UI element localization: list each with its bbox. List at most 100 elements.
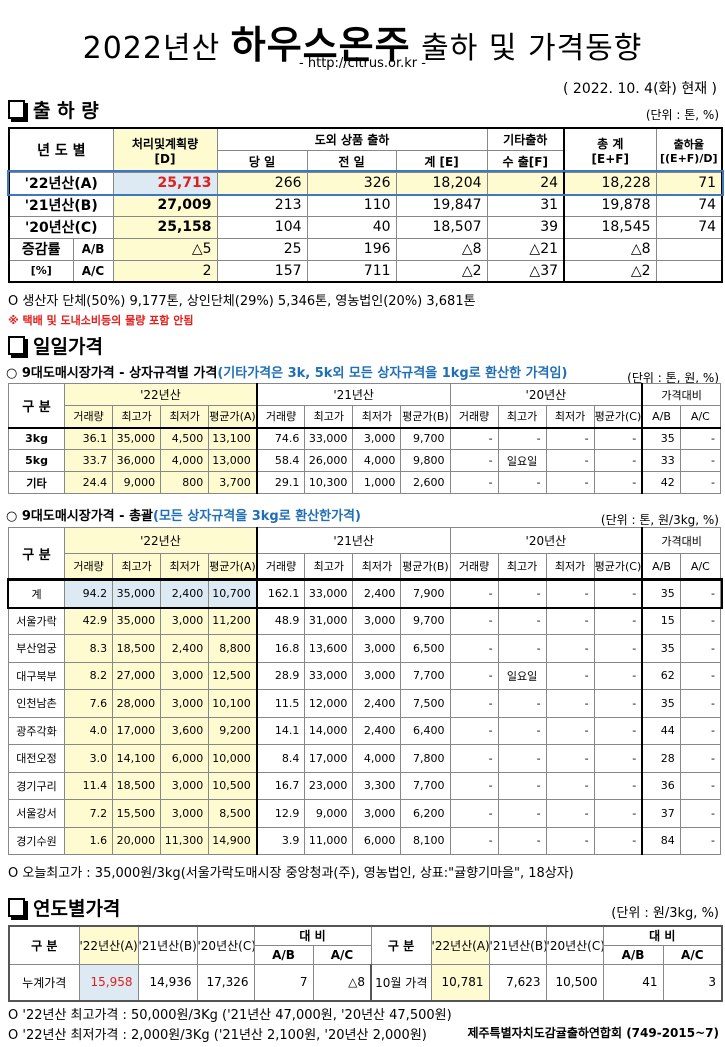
header-compare: 가격대비 bbox=[641, 527, 722, 554]
header-prev: 전 일 bbox=[306, 149, 397, 173]
table-cell: - bbox=[497, 427, 547, 450]
price-row: 인천남촌 7.6 28,000 3,000 10,100 11.5 12,000 2,400 7… bbox=[7, 689, 722, 718]
table-cell: 7.6 bbox=[64, 689, 114, 718]
table-cell: 2,600 bbox=[400, 471, 451, 494]
table-cell: - bbox=[497, 799, 547, 828]
table-cell: 15,500 bbox=[112, 799, 162, 828]
table-cell: - bbox=[679, 427, 722, 450]
table-cell: 20,000 bbox=[112, 826, 162, 855]
table-cell: 18,507 bbox=[395, 215, 488, 239]
table-cell: - bbox=[449, 744, 499, 773]
table-cell: - bbox=[545, 744, 595, 773]
header-total: 총 계 [E+F] bbox=[563, 127, 657, 173]
shipment-row: '20년산(C) 25,158 104 40 18,507 39 18,545 74 bbox=[8, 215, 723, 239]
market-label: 경기구리 bbox=[7, 771, 66, 800]
table-cell: 326 bbox=[306, 171, 397, 195]
price-row: 대전오정 3.0 14,100 6,000 10,000 8.4 17,000 4,000 7,… bbox=[7, 744, 722, 773]
shipment-row: '22년산(A) 25,713 266 326 18,204 24 18,228 71 bbox=[6, 170, 725, 196]
table-cell: - bbox=[449, 427, 499, 450]
table-cell: 8,500 bbox=[208, 799, 258, 828]
table-cell: 711 bbox=[306, 259, 397, 283]
header-ab-2: A/B bbox=[602, 944, 664, 965]
table-cell: 12,500 bbox=[208, 661, 258, 690]
table-cell: - bbox=[449, 579, 499, 608]
change-label: [%] bbox=[8, 259, 74, 283]
header-ac: A/C bbox=[679, 405, 722, 428]
checkbox-square-icon bbox=[8, 100, 25, 119]
box-price-title-text: ○ 9대도매시장가격 - 상자규격별 가격 bbox=[6, 366, 218, 381]
table-cell: 9,000 bbox=[304, 799, 354, 828]
table-cell: 6,200 bbox=[400, 799, 451, 828]
yearly-unit: (단위 : 원/3kg, %) bbox=[611, 906, 719, 921]
table-cell: △8 bbox=[312, 963, 372, 1002]
table-cell: 33,000 bbox=[304, 661, 354, 690]
table-cell: 14,000 bbox=[304, 716, 354, 745]
table-cell: 1.6 bbox=[64, 826, 114, 855]
table-cell: 12,000 bbox=[304, 689, 354, 718]
table-cell: - bbox=[679, 689, 722, 718]
total-price-table: 구 분 '22년산 '21년산 '20년산 가격대비 거래량 최고가 최저가 평균가(A) 거래량… bbox=[6, 527, 723, 855]
table-cell: 일요일 bbox=[497, 661, 547, 690]
header-category: 구 분 bbox=[7, 383, 66, 428]
table-cell: - bbox=[593, 471, 643, 494]
table-cell: 33.7 bbox=[64, 449, 114, 472]
table-cell: 2,400 bbox=[160, 579, 210, 608]
table-cell: - bbox=[593, 744, 643, 773]
box-price-unit: (단위 : 톤, 원, %) bbox=[627, 371, 719, 385]
table-cell: 13,600 bbox=[304, 634, 354, 663]
price-row: 경기수원 1.6 20,000 11,300 14,900 3.9 11,000 6,000 8… bbox=[7, 826, 722, 855]
table-cell: 11.4 bbox=[64, 771, 114, 800]
site-url: - http://citrus.or.kr - bbox=[299, 56, 426, 71]
header-ac: A/C bbox=[312, 944, 372, 965]
table-cell: 213 bbox=[216, 193, 308, 217]
table-cell: 27,000 bbox=[112, 661, 162, 690]
table-cell: 7.2 bbox=[64, 799, 114, 828]
checkbox-square-icon bbox=[8, 898, 25, 917]
table-cell: 25,158 bbox=[112, 215, 218, 239]
table-cell: 35 bbox=[641, 689, 681, 718]
max-price-note: O '22년산 최고가격 : 50,000원/3Kg ('21년산 47,000… bbox=[8, 1008, 452, 1023]
table-cell: - bbox=[497, 771, 547, 800]
row-label: '22년산(A) bbox=[8, 171, 114, 195]
header-min: 최저가 bbox=[545, 553, 595, 580]
header-max: 최고가 bbox=[112, 553, 162, 580]
row-label: 누계가격 bbox=[8, 963, 80, 1002]
table-cell: - bbox=[545, 716, 595, 745]
header-20c: '20년산(C) bbox=[196, 925, 255, 965]
header-avgA: 평균가(A) bbox=[208, 553, 258, 580]
table-cell: 84 bbox=[641, 826, 681, 855]
table-cell: 7,623 bbox=[488, 963, 547, 1002]
table-cell: - bbox=[497, 579, 547, 608]
header-vol: 거래량 bbox=[449, 553, 499, 580]
ratio-label: A/C bbox=[72, 259, 114, 283]
header-min: 최저가 bbox=[160, 553, 210, 580]
table-cell: 3,000 bbox=[352, 799, 402, 828]
table-cell: 18,228 bbox=[563, 171, 657, 195]
table-cell: - bbox=[449, 661, 499, 690]
table-cell bbox=[655, 259, 723, 283]
table-cell: 11,200 bbox=[208, 606, 258, 635]
box-price-note: (기타가격은 3k, 5k외 모든 상자규격을 1kg로 환산한 가격임) bbox=[217, 366, 568, 381]
shipment-warning: ※ 택배 및 도내소비등의 물량 포함 안됨 bbox=[8, 314, 194, 327]
table-cell: - bbox=[545, 661, 595, 690]
header-vol: 거래량 bbox=[449, 405, 499, 428]
table-cell: 42 bbox=[641, 471, 681, 494]
table-cell: 58.4 bbox=[255, 449, 306, 472]
header-y22: '22년산 bbox=[64, 527, 258, 554]
header-rate-label: 출하율 bbox=[673, 137, 704, 151]
table-cell: 3.9 bbox=[255, 826, 306, 855]
table-cell: - bbox=[679, 606, 722, 635]
table-cell: 3,000 bbox=[160, 771, 210, 800]
today-max-note: O 오늘최고가 : 35,000원/3kg(서울가락도매시장 중앙청과(주), … bbox=[8, 866, 574, 881]
table-cell: △37 bbox=[486, 259, 565, 283]
table-cell: 62 bbox=[641, 661, 681, 690]
table-cell: 7,800 bbox=[400, 744, 451, 773]
header-max: 최고가 bbox=[497, 405, 547, 428]
table-cell: 17,000 bbox=[112, 716, 162, 745]
header-daily.total_avgC: 평균가(C) bbox=[593, 553, 643, 580]
table-cell: 6,400 bbox=[400, 716, 451, 745]
header-year: 년 도 별 bbox=[8, 127, 114, 173]
yearly-price-table: 구 분 '22년산(A) '21년산(B) '20년산(C) 대 비 구 분 '… bbox=[8, 925, 724, 1002]
table-cell: 41 bbox=[602, 963, 664, 1002]
market-label: 대전오정 bbox=[7, 744, 66, 773]
